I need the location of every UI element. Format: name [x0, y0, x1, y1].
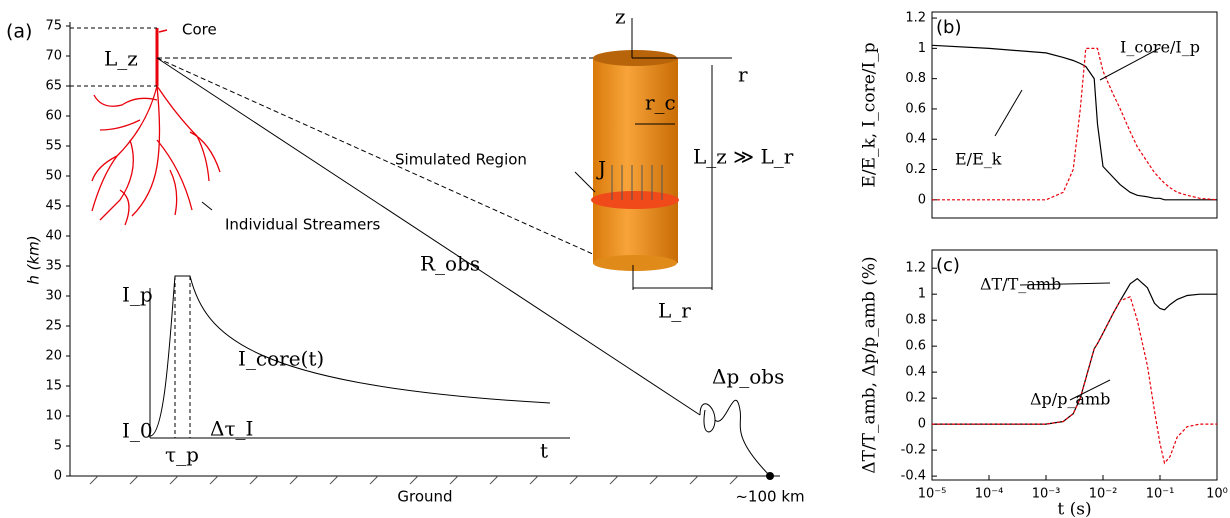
series-label: ΔT/T_amb: [980, 275, 1061, 294]
y-tick-label: 75: [45, 19, 62, 34]
panel-label: (a): [6, 21, 32, 43]
ip-label: I_p: [122, 283, 153, 307]
figure: (a) h (km) Ground ~100 km Core L_z Indiv…: [0, 0, 1230, 518]
series-label: I_core/I_p: [1120, 38, 1200, 57]
y-tick-label: -0.2: [901, 443, 926, 458]
y-tick-label: 0: [54, 469, 62, 484]
streamer-arrow: [202, 202, 212, 210]
y-tick-label: 0.6: [905, 339, 926, 354]
y-tick-label: -0.4: [901, 469, 926, 484]
panel-label: (c): [936, 255, 960, 276]
streamers-label: Individual Streamers: [225, 216, 380, 234]
x-tick-label: 10⁻³: [1032, 487, 1061, 502]
y-tick-label: 1: [918, 41, 926, 56]
y-tick-label: 0.4: [905, 132, 926, 147]
y-tick-label: 0.6: [905, 101, 926, 116]
r-obs-label: R_obs: [420, 252, 480, 276]
y-axis-label: h (km): [25, 235, 43, 284]
y-tick-label: 55: [45, 139, 62, 154]
y-tick-label: 35: [45, 259, 62, 274]
x-tick-label: 10⁻¹: [1146, 487, 1175, 502]
y-tick-label: 0: [918, 417, 926, 432]
ground-hatch: [90, 476, 738, 484]
y-tick-label: 1: [918, 287, 926, 302]
y-tick-label: 15: [45, 379, 62, 394]
streamers: [92, 86, 220, 225]
distance-label: ~100 km: [735, 488, 804, 506]
dtau-label: Δτ_I: [210, 417, 253, 441]
lz-lr-label: L_z ≫ L_r: [693, 145, 794, 169]
region-arrow: [575, 172, 595, 192]
x-tick-label: 10⁻⁴: [975, 487, 1004, 502]
y-tick-label: 5: [54, 439, 62, 454]
inset-axes: [150, 288, 570, 438]
plot-frame: [932, 250, 1217, 480]
icore-label: I_core(t): [238, 347, 324, 371]
series-label: E/E_k: [955, 150, 1002, 169]
y-tick-label: 60: [45, 109, 62, 124]
y-tick-label: 0: [918, 192, 926, 207]
x-tick-label: 10⁻⁵: [918, 487, 947, 502]
simulated-slab: [591, 191, 679, 209]
cylinder-bottom: [593, 255, 677, 271]
y-tick-label: 1.2: [905, 11, 926, 26]
inset-curve: [150, 276, 550, 436]
y-tick-label: 70: [45, 49, 62, 64]
y-tick-label: 45: [45, 199, 62, 214]
x-axis-label: t (s): [1057, 500, 1091, 518]
r-label: r: [738, 63, 748, 87]
y-tick-label: 30: [45, 289, 62, 304]
series-line: [932, 48, 1217, 199]
series-label: Δp/p_amb: [1030, 390, 1110, 409]
y-tick-label: 0.4: [905, 365, 926, 380]
y-tick-label: 20: [45, 349, 62, 364]
core-arrow: [159, 30, 167, 32]
t-label: t: [540, 439, 548, 463]
ground-label: Ground: [397, 488, 452, 506]
x-tick-label: 10⁰: [1206, 487, 1228, 502]
j-label: J: [596, 157, 606, 181]
y-axis-label: ΔT/T_amb, Δp/p_amb (%): [860, 256, 880, 473]
y-tick-label: 50: [45, 169, 62, 184]
region-label: Simulated Region: [395, 151, 527, 169]
series-line: [932, 45, 1217, 200]
y-tick-label: 40: [45, 229, 62, 244]
y-tick-label: 0.8: [905, 71, 926, 86]
inset-guides: [175, 276, 190, 438]
y-axis-label: E/E_k, I_core/I_p: [860, 42, 880, 187]
y-tick-label: 10: [45, 409, 62, 424]
y-tick-label: 1.2: [905, 261, 926, 276]
core-label: Core: [182, 21, 217, 39]
dp-obs-label: Δp_obs: [712, 365, 784, 389]
y-tick-label: 0.8: [905, 313, 926, 328]
z-label: z: [615, 5, 626, 29]
panel-label: (b): [936, 17, 961, 38]
x-tick-label: 10⁻²: [1089, 487, 1118, 502]
y-tick-label: 0.2: [905, 162, 926, 177]
y-tick-label: 25: [45, 319, 62, 334]
lz-label: L_z: [104, 47, 138, 71]
lr-label: L_r: [658, 299, 691, 323]
series-arrow: [995, 90, 1022, 136]
pressure-wave: [700, 400, 770, 476]
i0-label: I_0: [122, 419, 153, 443]
y-tick-label: 65: [45, 79, 62, 94]
y-tick-label: 0.2: [905, 391, 926, 406]
series-line: [932, 297, 1217, 463]
tau-p-label: τ_p: [165, 443, 199, 467]
rc-label: r_c: [645, 91, 676, 115]
panel-a: (a) h (km) Ground ~100 km Core L_z Indiv…: [6, 5, 805, 506]
